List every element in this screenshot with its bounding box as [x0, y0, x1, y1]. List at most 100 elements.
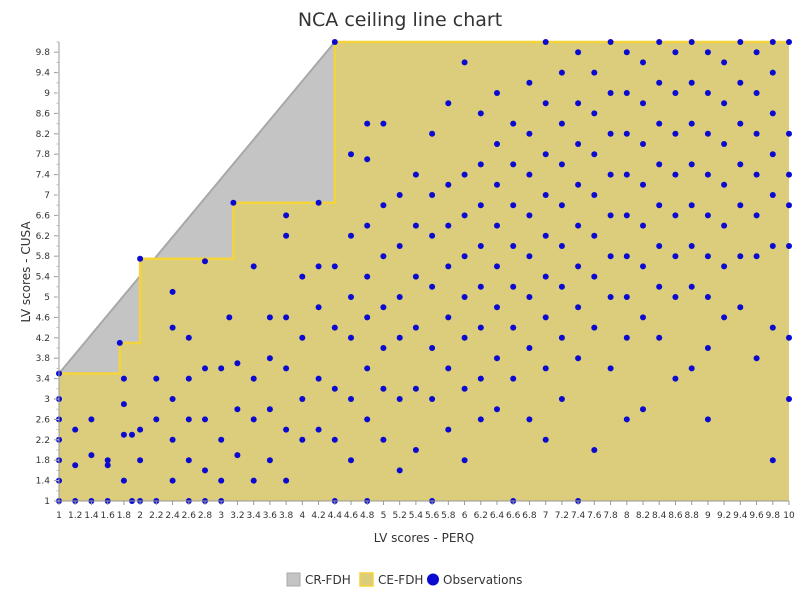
observation-point[interactable]: [348, 457, 354, 464]
observation-point[interactable]: [364, 416, 371, 423]
observation-point[interactable]: [623, 90, 630, 96]
observation-point[interactable]: [672, 130, 679, 137]
observation-point[interactable]: [429, 283, 436, 290]
observation-point[interactable]: [769, 457, 776, 464]
observation-point[interactable]: [202, 258, 208, 265]
observation-point[interactable]: [315, 199, 322, 206]
observation-point[interactable]: [283, 477, 290, 484]
observation-point[interactable]: [575, 222, 582, 229]
observation-point[interactable]: [623, 171, 630, 178]
observation-point[interactable]: [737, 120, 744, 127]
observation-point[interactable]: [575, 181, 582, 188]
observation-point[interactable]: [526, 345, 533, 351]
observation-point[interactable]: [412, 171, 419, 178]
observation-point[interactable]: [526, 253, 533, 260]
observation-point[interactable]: [704, 345, 711, 351]
observation-point[interactable]: [704, 171, 711, 178]
observation-point[interactable]: [226, 314, 233, 321]
observation-point[interactable]: [88, 416, 95, 423]
observation-point[interactable]: [688, 120, 695, 127]
observation-point[interactable]: [445, 365, 452, 372]
observation-point[interactable]: [185, 457, 192, 464]
observation-point[interactable]: [412, 222, 419, 229]
observation-point[interactable]: [753, 212, 760, 219]
observation-point[interactable]: [429, 130, 436, 137]
observation-point[interactable]: [299, 273, 306, 280]
observation-point[interactable]: [607, 253, 614, 260]
observation-point[interactable]: [230, 199, 237, 206]
observation-point[interactable]: [250, 375, 257, 382]
observation-point[interactable]: [769, 69, 776, 76]
observation-point[interactable]: [786, 171, 792, 178]
observation-point[interactable]: [364, 222, 371, 229]
observation-point[interactable]: [331, 39, 338, 45]
observation-point[interactable]: [331, 263, 338, 270]
observation-point[interactable]: [364, 365, 371, 372]
observation-point[interactable]: [348, 334, 354, 341]
observation-point[interactable]: [396, 192, 403, 198]
observation-point[interactable]: [558, 202, 565, 209]
observation-point[interactable]: [607, 90, 614, 96]
observation-point[interactable]: [153, 375, 160, 382]
observation-point[interactable]: [640, 263, 646, 270]
observation-point[interactable]: [234, 452, 241, 459]
observation-point[interactable]: [494, 141, 500, 147]
observation-point[interactable]: [672, 212, 679, 219]
observation-point[interactable]: [721, 222, 728, 229]
observation-point[interactable]: [169, 436, 176, 443]
observation-point[interactable]: [185, 416, 192, 423]
observation-point[interactable]: [769, 324, 776, 331]
observation-point[interactable]: [623, 130, 630, 137]
observation-point[interactable]: [526, 212, 533, 219]
observation-point[interactable]: [558, 120, 565, 127]
observation-point[interactable]: [623, 294, 630, 300]
observation-point[interactable]: [412, 324, 419, 331]
observation-point[interactable]: [623, 416, 630, 423]
observation-point[interactable]: [120, 477, 127, 484]
observation-point[interactable]: [315, 426, 322, 433]
observation-point[interactable]: [591, 151, 598, 158]
observation-point[interactable]: [526, 171, 533, 178]
observation-point[interactable]: [380, 202, 387, 209]
observation-point[interactable]: [169, 477, 176, 484]
observation-point[interactable]: [558, 69, 565, 76]
observation-point[interactable]: [299, 334, 306, 341]
observation-point[interactable]: [753, 355, 760, 362]
observation-point[interactable]: [396, 396, 403, 402]
observation-point[interactable]: [331, 324, 338, 331]
observation-point[interactable]: [202, 416, 208, 423]
observation-point[interactable]: [737, 304, 744, 311]
observation-point[interactable]: [558, 396, 565, 402]
observation-point[interactable]: [283, 365, 290, 372]
observation-point[interactable]: [623, 49, 630, 56]
observation-point[interactable]: [185, 334, 192, 341]
observation-point[interactable]: [445, 181, 452, 188]
observation-point[interactable]: [234, 406, 241, 413]
observation-point[interactable]: [445, 222, 452, 229]
observation-point[interactable]: [283, 314, 290, 321]
observation-point[interactable]: [510, 283, 517, 290]
observation-point[interactable]: [283, 426, 290, 433]
observation-point[interactable]: [461, 59, 468, 66]
observation-point[interactable]: [640, 406, 646, 413]
observation-point[interactable]: [575, 355, 582, 362]
observation-point[interactable]: [120, 375, 127, 382]
observation-point[interactable]: [672, 171, 679, 178]
observation-point[interactable]: [445, 314, 452, 321]
observation-point[interactable]: [737, 39, 744, 45]
observation-point[interactable]: [769, 192, 776, 198]
observation-point[interactable]: [607, 294, 614, 300]
observation-point[interactable]: [120, 401, 127, 408]
observation-point[interactable]: [640, 222, 646, 229]
observation-point[interactable]: [558, 161, 565, 168]
observation-point[interactable]: [721, 100, 728, 107]
observation-point[interactable]: [704, 212, 711, 219]
observation-point[interactable]: [672, 253, 679, 260]
observation-point[interactable]: [461, 253, 468, 260]
observation-point[interactable]: [234, 360, 241, 367]
observation-point[interactable]: [250, 477, 257, 484]
observation-point[interactable]: [477, 283, 484, 290]
observation-point[interactable]: [704, 49, 711, 56]
observation-point[interactable]: [510, 161, 517, 168]
observation-point[interactable]: [348, 232, 354, 239]
